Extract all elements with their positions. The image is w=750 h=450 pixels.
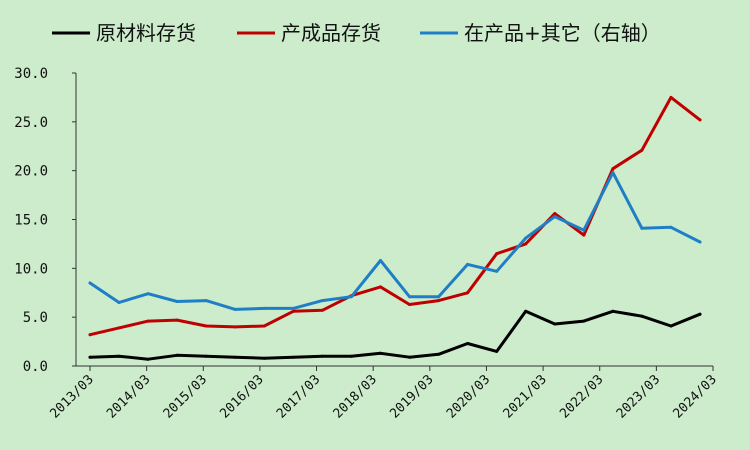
series-line-3 (88, 171, 702, 311)
data-point (640, 148, 644, 152)
x-tick-label: 2017/03 (274, 372, 323, 421)
y-tick-label: 15.0 (14, 213, 48, 229)
axes: 0.0 5.0 10.0 15.0 20.0 25.0 30.0 2013/03 2014/03… (14, 66, 720, 422)
legend: 原材料存货 产成品存货 在产品+其它（右轴） (52, 21, 661, 45)
data-point (291, 355, 295, 359)
data-point (582, 233, 586, 237)
y-tick-label: 25.0 (14, 115, 48, 131)
data-point (117, 301, 121, 304)
data-point (379, 351, 382, 355)
data-point (437, 295, 441, 299)
data-point (582, 319, 586, 323)
data-point (553, 322, 557, 326)
data-point (175, 353, 179, 357)
data-point (117, 326, 121, 330)
data-point (204, 354, 208, 358)
data-point (640, 314, 644, 318)
data-point (349, 295, 353, 299)
data-point (349, 354, 353, 358)
x-tick-label: 2014/03 (104, 372, 153, 421)
data-point (582, 228, 586, 232)
data-point (698, 240, 702, 244)
data-point (320, 299, 324, 303)
data-point (175, 318, 179, 322)
x-tick-label: 2015/03 (161, 372, 210, 421)
data-point (379, 285, 382, 289)
x-tick-label: 2018/03 (331, 372, 380, 421)
data-point (204, 324, 208, 328)
data-point (88, 355, 92, 359)
data-point (204, 299, 208, 303)
data-point (233, 355, 237, 359)
data-point (262, 306, 266, 310)
data-point (524, 309, 528, 313)
legend-label-1: 原材料存货 (96, 21, 196, 45)
data-point (117, 354, 121, 358)
x-tick-label: 2021/03 (501, 372, 550, 421)
data-point (495, 349, 499, 353)
data-point (553, 215, 557, 219)
y-tick-label: 0.0 (23, 359, 48, 375)
data-point (466, 291, 470, 295)
data-point (437, 299, 441, 303)
series-line-1 (88, 309, 702, 361)
data-point (553, 212, 557, 216)
data-point (262, 324, 266, 328)
data-point (611, 309, 615, 313)
data-point (698, 312, 702, 316)
data-point (175, 300, 179, 303)
data-point (495, 269, 499, 273)
data-point (320, 308, 324, 312)
data-point (320, 354, 324, 358)
data-point (146, 292, 150, 296)
data-point (233, 325, 237, 329)
y-tick-label: 10.0 (14, 261, 48, 277)
y-tick-label: 30.0 (14, 66, 48, 82)
data-point (379, 259, 382, 262)
data-point (466, 342, 470, 345)
data-point (88, 281, 92, 285)
data-point (669, 225, 673, 229)
data-point (88, 333, 92, 337)
series-lines (88, 95, 702, 361)
series-line-2 (88, 95, 702, 337)
x-tick-label: 2020/03 (444, 372, 493, 421)
x-tick-label: 2022/03 (557, 372, 606, 421)
x-tick-label: 2024/03 (670, 372, 719, 421)
data-point (669, 324, 673, 328)
y-tick-label: 20.0 (14, 164, 48, 180)
y-tick-label: 5.0 (23, 310, 48, 326)
x-tick-label: 2023/03 (614, 372, 663, 421)
data-point (408, 355, 411, 359)
data-point (146, 357, 150, 361)
data-point (611, 171, 615, 175)
data-point (408, 303, 411, 306)
data-point (466, 262, 470, 266)
legend-label-3: 在产品+其它（右轴） (464, 21, 661, 45)
data-point (262, 356, 266, 360)
legend-label-2: 产成品存货 (281, 21, 381, 45)
data-point (291, 309, 295, 313)
data-point (524, 242, 528, 246)
data-point (495, 252, 499, 256)
data-point (640, 226, 644, 230)
data-point (408, 295, 411, 299)
data-point (437, 352, 441, 356)
data-point (669, 95, 673, 99)
data-point (698, 118, 702, 122)
data-point (611, 167, 615, 171)
x-tick-label: 2013/03 (47, 372, 96, 421)
x-tick-label: 2019/03 (387, 372, 436, 421)
x-tick-label: 2016/03 (217, 372, 266, 421)
data-point (146, 319, 150, 323)
data-point (291, 306, 295, 310)
data-point (233, 307, 237, 311)
data-point (524, 236, 528, 240)
